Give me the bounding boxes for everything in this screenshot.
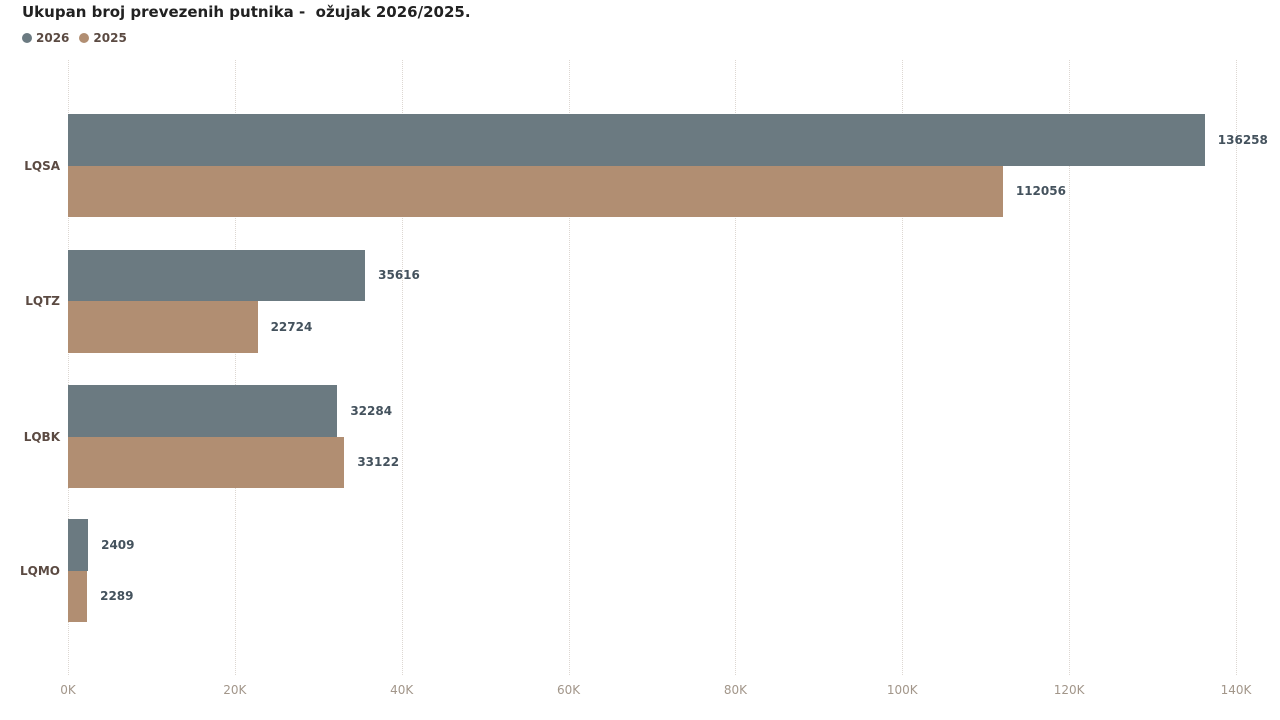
bar-lqsa-2026[interactable] [68, 114, 1205, 166]
legend-dot-icon [79, 33, 90, 43]
value-label: 35616 [378, 268, 420, 283]
bar-lqtz-2026[interactable] [68, 249, 366, 301]
bar-lqmo-2026[interactable] [68, 519, 89, 571]
legend-item-2025[interactable]: 2025 [79, 31, 127, 45]
x-tick-label: 80K [723, 683, 747, 697]
bar-lqmo-2025[interactable] [68, 570, 88, 622]
x-tick-label: 0K [60, 683, 76, 697]
legend-dot-icon [22, 33, 32, 43]
value-label: 33122 [357, 455, 400, 470]
gridline [1236, 60, 1237, 675]
bar-lqbk-2025[interactable] [68, 436, 345, 488]
legend-item-2026[interactable]: 2026 [22, 31, 69, 45]
chart-title: Ukupan broj prevezenih putnika - ožujak … [22, 3, 471, 21]
x-tick-label: 60K [556, 683, 581, 697]
x-tick-label: 140K [1220, 683, 1252, 697]
x-tick-label: 20K [223, 683, 247, 697]
x-tick-label: 40K [390, 683, 414, 697]
value-label: 136258 [1217, 132, 1268, 147]
gridline [401, 60, 403, 675]
category-label: LQBK [23, 429, 60, 444]
gridline [234, 60, 236, 675]
category-label: LQMO [20, 563, 60, 578]
value-label: 2409 [101, 537, 135, 552]
x-tick-label: 100K [886, 683, 918, 697]
value-label: 22724 [270, 319, 313, 334]
category-label: LQTZ [25, 294, 60, 308]
legend-label: 2026 [36, 31, 70, 45]
legend-label: 2025 [93, 31, 127, 45]
gridline [1069, 60, 1071, 675]
category-label: LQSA [24, 158, 60, 173]
bar-lqbk-2026[interactable] [68, 385, 338, 437]
value-label: 2289 [100, 589, 134, 604]
gridline [735, 60, 737, 675]
chart-legend: 2026 2025 [22, 31, 127, 45]
x-tick-label: 120K [1053, 683, 1085, 697]
bar-lqsa-2025[interactable] [68, 165, 1003, 217]
gridline [68, 60, 69, 675]
gridline [568, 60, 570, 675]
value-label: 32284 [350, 403, 393, 418]
value-label: 112056 [1015, 184, 1066, 199]
bar-lqtz-2025[interactable] [68, 301, 258, 353]
gridline [902, 60, 904, 675]
